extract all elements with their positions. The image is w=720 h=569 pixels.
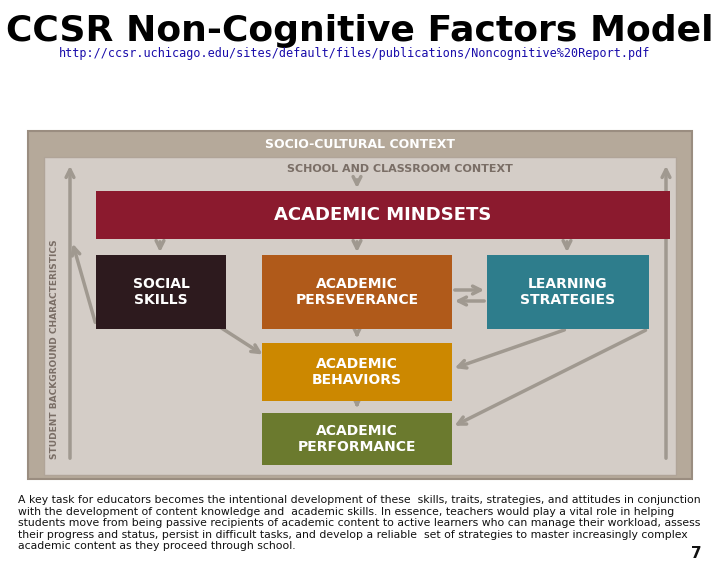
FancyBboxPatch shape	[96, 191, 670, 239]
Text: SOCIAL
SKILLS: SOCIAL SKILLS	[132, 277, 189, 307]
Text: CCSR Non-Cognitive Factors Model: CCSR Non-Cognitive Factors Model	[6, 14, 714, 48]
FancyBboxPatch shape	[28, 131, 692, 479]
FancyBboxPatch shape	[96, 255, 226, 329]
FancyBboxPatch shape	[487, 255, 649, 329]
Text: LEARNING
STRATEGIES: LEARNING STRATEGIES	[521, 277, 616, 307]
Text: ACADEMIC
PERFORMANCE: ACADEMIC PERFORMANCE	[298, 424, 416, 454]
Text: ACADEMIC
PERSEVERANCE: ACADEMIC PERSEVERANCE	[295, 277, 418, 307]
Text: SCHOOL AND CLASSROOM CONTEXT: SCHOOL AND CLASSROOM CONTEXT	[287, 164, 513, 174]
FancyBboxPatch shape	[262, 255, 452, 329]
Text: ACADEMIC
BEHAVIORS: ACADEMIC BEHAVIORS	[312, 357, 402, 387]
FancyBboxPatch shape	[44, 157, 676, 475]
Text: STUDENT BACKGROUND CHARACTERISTICS: STUDENT BACKGROUND CHARACTERISTICS	[50, 239, 60, 459]
Text: http://ccsr.uchicago.edu/sites/default/files/publications/Noncognitive%20Report.: http://ccsr.uchicago.edu/sites/default/f…	[59, 47, 651, 60]
Text: 7: 7	[691, 546, 702, 561]
FancyBboxPatch shape	[262, 343, 452, 401]
Text: ACADEMIC MINDSETS: ACADEMIC MINDSETS	[274, 206, 492, 224]
FancyBboxPatch shape	[262, 413, 452, 465]
Text: SOCIO-CULTURAL CONTEXT: SOCIO-CULTURAL CONTEXT	[265, 138, 455, 150]
Text: A key task for educators becomes the intentional development of these  skills, t: A key task for educators becomes the int…	[18, 495, 704, 551]
